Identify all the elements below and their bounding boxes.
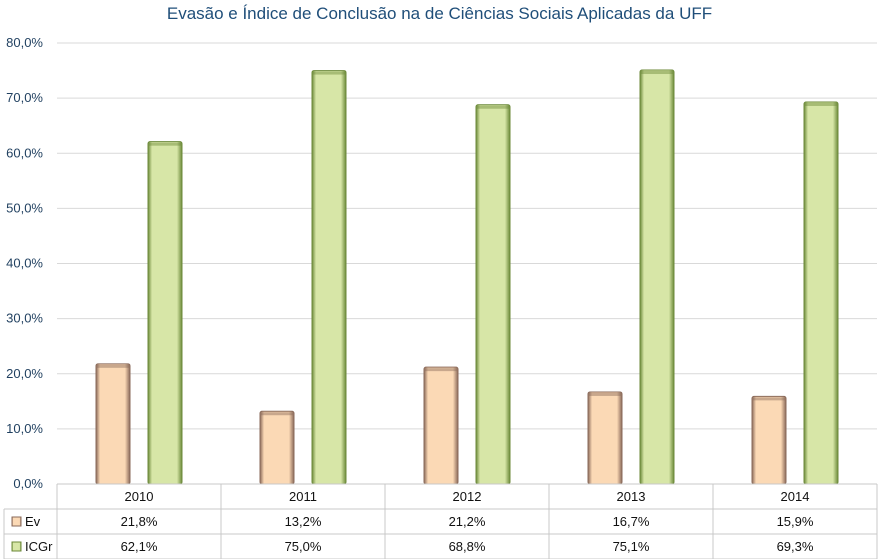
y-tick-label: 10,0% bbox=[6, 421, 43, 436]
bar-icgr-2013 bbox=[639, 69, 675, 485]
legend-key-ev bbox=[11, 516, 22, 527]
table-cell-value: 75,1% bbox=[613, 539, 650, 554]
bar-top-bevel bbox=[753, 397, 785, 401]
bar-top-bevel bbox=[149, 142, 181, 146]
chart-title: Evasão e Índice de Conclusão na de Ciênc… bbox=[166, 4, 713, 23]
x-tick-label: 2012 bbox=[453, 489, 482, 504]
bar-ev-2010 bbox=[95, 363, 131, 485]
bar-ev-2012 bbox=[423, 366, 459, 485]
bar-top-bevel bbox=[589, 392, 621, 396]
y-tick-label: 80,0% bbox=[6, 35, 43, 50]
y-tick-label: 70,0% bbox=[6, 90, 43, 105]
y-tick-label: 20,0% bbox=[6, 366, 43, 381]
y-tick-label: 50,0% bbox=[6, 200, 43, 215]
legend-label-ev: Ev bbox=[25, 514, 41, 529]
bar-top-bevel bbox=[477, 105, 509, 109]
table-cell-value: 16,7% bbox=[613, 514, 650, 529]
x-tick-label: 2014 bbox=[781, 489, 810, 504]
table-cell-value: 21,8% bbox=[121, 514, 158, 529]
bar-ev-2011 bbox=[259, 410, 295, 485]
bar-icgr-2010 bbox=[147, 141, 183, 485]
y-tick-label: 60,0% bbox=[6, 145, 43, 160]
bar-icgr-2014 bbox=[803, 101, 839, 485]
legend-key-icgr bbox=[11, 541, 22, 552]
bar-top-bevel bbox=[261, 412, 293, 416]
y-tick-label: 0,0% bbox=[13, 476, 43, 491]
table-cell-value: 21,2% bbox=[449, 514, 486, 529]
y-tick-label: 40,0% bbox=[6, 256, 43, 271]
bar-top-bevel bbox=[97, 364, 129, 368]
bar-icgr-2011 bbox=[311, 70, 347, 485]
bar-ev-2014 bbox=[751, 395, 787, 485]
x-tick-label: 2011 bbox=[289, 489, 317, 504]
x-tick-label: 2013 bbox=[617, 489, 646, 504]
table-cell-value: 13,2% bbox=[285, 514, 322, 529]
y-tick-label: 30,0% bbox=[6, 311, 43, 326]
bar-top-bevel bbox=[425, 368, 457, 372]
table-cell-value: 75,0% bbox=[285, 539, 322, 554]
table-cell-value: 62,1% bbox=[121, 539, 158, 554]
bar-ev-2013 bbox=[587, 391, 623, 485]
bar-icgr-2012 bbox=[475, 104, 511, 485]
table-cell-value: 15,9% bbox=[777, 514, 814, 529]
bar-top-bevel bbox=[641, 71, 673, 75]
table-cell-value: 69,3% bbox=[777, 539, 814, 554]
bar-top-bevel bbox=[313, 71, 345, 75]
x-tick-label: 2010 bbox=[125, 489, 154, 504]
bar-top-bevel bbox=[805, 102, 837, 106]
table-cell-value: 68,8% bbox=[449, 539, 486, 554]
legend-label-icgr: ICGr bbox=[25, 539, 53, 554]
